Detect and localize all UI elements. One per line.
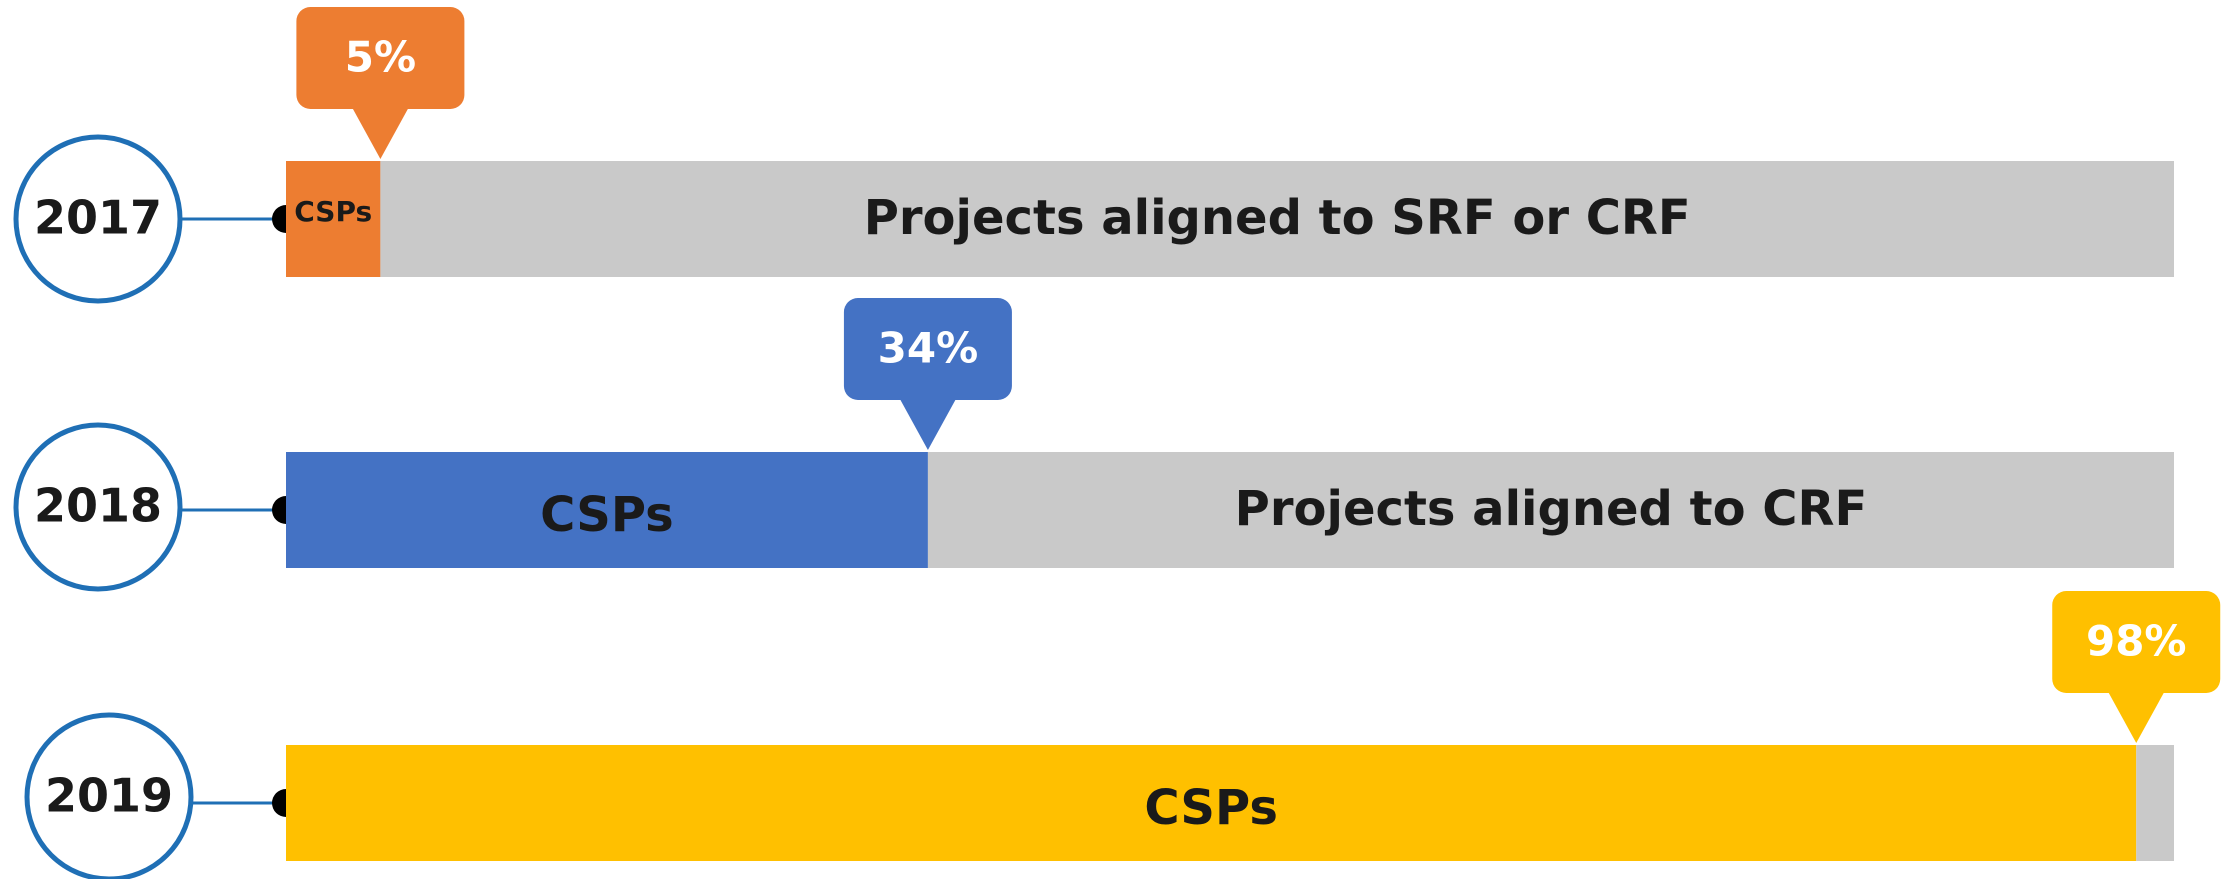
year-label: 2018 xyxy=(34,479,162,533)
csp-label: CSPs xyxy=(294,195,372,228)
callout-pointer xyxy=(2108,692,2165,743)
csp-bar xyxy=(286,452,928,568)
csp-label: CSPs xyxy=(540,487,674,543)
callout-box xyxy=(296,7,465,109)
year-label: 2019 xyxy=(45,769,173,823)
callout-box xyxy=(2052,591,2221,693)
value-label: 34% xyxy=(878,324,979,373)
csp-label: CSPs xyxy=(1144,780,1278,836)
remainder-bar xyxy=(380,161,2174,277)
remainder-label: Projects aligned to SRF or CRF xyxy=(864,190,1691,246)
year-circle xyxy=(13,422,183,592)
remainder-bar xyxy=(2136,745,2174,861)
year-label: 2017 xyxy=(34,191,162,245)
year-circle xyxy=(13,134,183,304)
value-label: 5% xyxy=(345,33,416,82)
value-label: 98% xyxy=(2086,617,2187,666)
remainder-bar xyxy=(927,452,2175,568)
callout-pointer xyxy=(352,108,409,159)
csp-bar xyxy=(286,745,2137,861)
csp-bar xyxy=(286,161,381,277)
callout-pointer xyxy=(899,399,956,450)
year-circle xyxy=(24,712,194,879)
remainder-label: Projects aligned to CRF xyxy=(1235,481,1868,537)
callout-box xyxy=(843,298,1012,400)
